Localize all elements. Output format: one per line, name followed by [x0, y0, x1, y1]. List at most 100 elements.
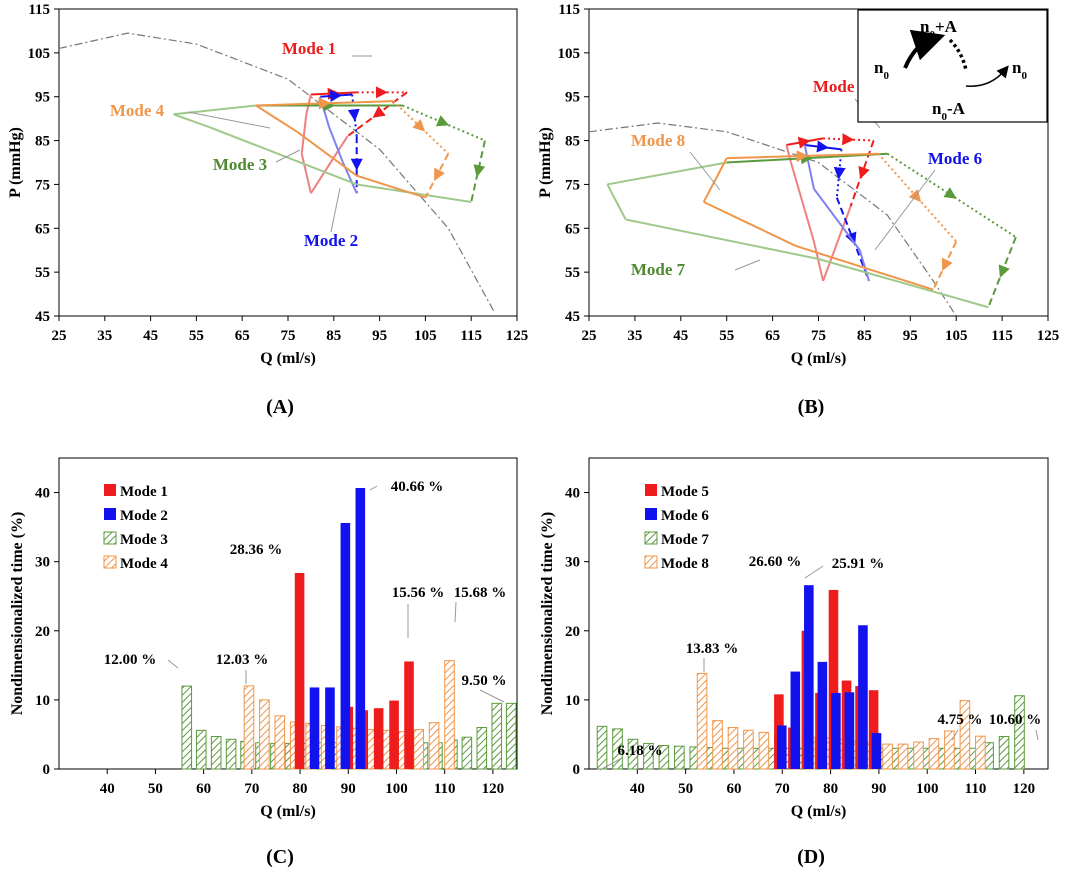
- bar-mode-1: [373, 708, 384, 769]
- percent-annotation: 15.56 %: [392, 585, 445, 601]
- inset-rise-arrow: [903, 29, 946, 69]
- inset-n0-right: n0: [1012, 58, 1027, 82]
- inset-recover-arrow: [965, 65, 1009, 87]
- bar-mode-7: [1014, 695, 1025, 770]
- x-tick-label: 105: [945, 328, 968, 344]
- y-tick-label: 30: [565, 555, 580, 571]
- x-tick-label: 80: [823, 781, 838, 797]
- x-tick-label: 55: [719, 328, 734, 344]
- x-tick-label: 55: [189, 328, 204, 344]
- legend-label: Mode 4: [120, 556, 168, 572]
- bar-mode-6: [817, 661, 828, 769]
- bar-mode-1: [389, 700, 399, 769]
- y-tick-label: 75: [35, 177, 50, 193]
- x-tick-label: 25: [582, 328, 597, 344]
- panel-d-histogram: 0 10 20 30 40 40 50 60 70 80 90 100 110 120 Q (ml/s) No…: [539, 457, 1049, 868]
- y-tick-label: 95: [565, 90, 580, 106]
- plot-area: [59, 32, 495, 312]
- percent-annotation: 12.03 %: [216, 652, 269, 668]
- x-tick-label: 125: [506, 328, 529, 344]
- y-tick-label: 115: [28, 2, 50, 18]
- mode-label-mode-6: Mode 6: [928, 149, 982, 168]
- x-tick-label: 50: [148, 781, 163, 797]
- bar-mode-3: [210, 736, 222, 770]
- percent-annotation: 25.91 %: [832, 556, 885, 572]
- annotation-leader: [1035, 729, 1039, 741]
- y-axis-title: Nondimensionalized time (%): [539, 512, 556, 716]
- percent-annotation: 40.66 %: [391, 479, 444, 495]
- legend-swatch: [645, 508, 657, 520]
- bar-mode-7: [674, 745, 685, 770]
- legend-label: Mode 1: [120, 484, 168, 500]
- loop-direction-arrow: [412, 118, 426, 132]
- bar-mode-8: [758, 731, 770, 770]
- x-tick-label: 125: [1037, 328, 1060, 344]
- annotation-leader: [479, 689, 505, 703]
- loop-segment-mode-4: [356, 174, 426, 199]
- y-axis-title: P (mmHg): [7, 127, 24, 198]
- bar-mode-6: [804, 585, 814, 769]
- mode-label-leader: [330, 187, 341, 233]
- bar-mode-3: [505, 702, 517, 770]
- bar-mode-8: [975, 735, 986, 770]
- bar-mode-3: [195, 729, 207, 770]
- y-tick-label: 105: [28, 46, 51, 62]
- bar-mode-7: [658, 745, 670, 770]
- bar-mode-4: [413, 729, 424, 770]
- y-axis-title: Nondimensionalized time (%): [9, 512, 26, 716]
- bar-mode-1: [404, 661, 414, 769]
- x-tick-label: 100: [385, 781, 408, 797]
- bar-mode-8: [727, 727, 739, 770]
- bar-mode-8: [897, 743, 909, 770]
- y-tick-label: 65: [565, 221, 580, 237]
- bar-mode-6: [858, 625, 868, 769]
- inset-fall-dotted: [948, 38, 968, 71]
- mode-label-mode-4: Mode 4: [110, 101, 165, 120]
- percent-annotation: 4.75 %: [938, 712, 983, 728]
- loop-segment-mode-5: [789, 162, 815, 242]
- y-axis-title: P (mmHg): [537, 127, 554, 198]
- x-tick-label: 70: [244, 781, 259, 797]
- x-tick-label: 120: [1013, 781, 1036, 797]
- bar-mode-6: [790, 671, 801, 769]
- mode-label-leader: [734, 259, 761, 271]
- annotation-leader: [599, 757, 623, 771]
- loop-segment-mode-7: [818, 258, 989, 309]
- bar-mode-8: [944, 730, 955, 770]
- panel-label: (C): [266, 846, 294, 868]
- loop-segment-mode-3: [173, 113, 211, 129]
- inset-n0-minus-a: n0-A: [932, 99, 966, 123]
- legend-label: Mode 8: [661, 556, 709, 572]
- bar-mode-6: [844, 692, 855, 769]
- x-tick-label: 75: [811, 328, 826, 344]
- bar-mode-6: [831, 692, 841, 769]
- loop-segment-mode-7: [625, 218, 819, 260]
- x-axis-title: Q (ml/s): [791, 350, 847, 367]
- y-tick-label: 85: [565, 134, 580, 150]
- loop-segment-mode-8: [702, 157, 728, 203]
- y-tick-label: 115: [558, 2, 580, 18]
- percent-annotation: 28.36 %: [230, 542, 283, 558]
- x-tick-label: 105: [414, 328, 437, 344]
- y-tick-label: 0: [573, 762, 581, 778]
- annotation-leader: [167, 659, 179, 669]
- x-axis-title: Q (ml/s): [260, 803, 316, 820]
- bar-mode-4: [274, 715, 286, 770]
- legend-swatch: [103, 555, 117, 569]
- y-tick-label: 40: [565, 486, 580, 502]
- x-tick-label: 85: [857, 328, 872, 344]
- legend-label: Mode 5: [661, 484, 709, 500]
- x-tick-label: 65: [235, 328, 250, 344]
- x-tick-label: 85: [326, 328, 341, 344]
- loop-segment-mode-6: [858, 249, 870, 282]
- annotation-leader: [804, 565, 824, 579]
- loop-direction-arrow: [372, 105, 386, 118]
- x-tick-label: 45: [143, 328, 158, 344]
- bar-mode-3: [476, 727, 488, 770]
- percent-annotation: 15.68 %: [454, 585, 507, 601]
- bar-mode-7: [643, 742, 654, 770]
- annotation-leader: [454, 601, 457, 623]
- legend-label: Mode 2: [120, 508, 168, 524]
- bar-mode-8: [882, 743, 893, 770]
